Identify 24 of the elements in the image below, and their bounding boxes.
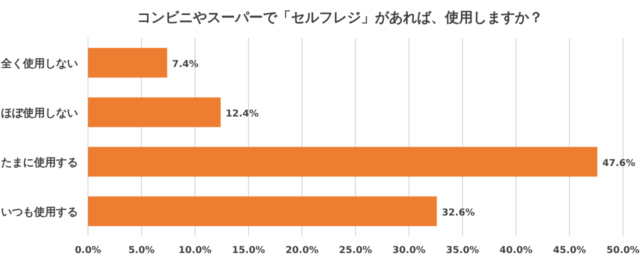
y-tick-label: たまに使用する <box>1 156 78 169</box>
x-tick-label: 50.0% <box>606 245 640 256</box>
y-tick-label: いつも使用する <box>1 205 78 218</box>
x-tick-label: 45.0% <box>553 245 586 256</box>
x-tick-label: 0.0% <box>74 245 102 256</box>
x-tick-label: 10.0% <box>178 245 212 256</box>
data-label: 47.6% <box>602 158 636 169</box>
x-tick-label: 40.0% <box>500 245 533 256</box>
x-tick-label: 20.0% <box>286 245 319 256</box>
data-label: 12.4% <box>226 108 260 120</box>
x-tick-label: 25.0% <box>339 245 372 256</box>
x-tick-label: 30.0% <box>392 245 426 256</box>
x-tick-label: 15.0% <box>232 245 266 256</box>
chart-title: コンビニやスーパーで「セルフレジ」があれば、使用しますか？ <box>137 10 543 26</box>
x-tick-label: 5.0% <box>128 245 156 256</box>
x-tick-label: 35.0% <box>446 245 480 256</box>
y-tick-label: ほぼ使用しない <box>1 106 78 120</box>
bar <box>88 196 437 226</box>
data-label: 32.6% <box>442 207 476 218</box>
y-tick-label: 全く使用しない <box>0 56 78 70</box>
bar <box>88 48 168 78</box>
bar <box>88 146 598 177</box>
data-label: 7.4% <box>172 58 200 70</box>
bar <box>88 97 221 128</box>
